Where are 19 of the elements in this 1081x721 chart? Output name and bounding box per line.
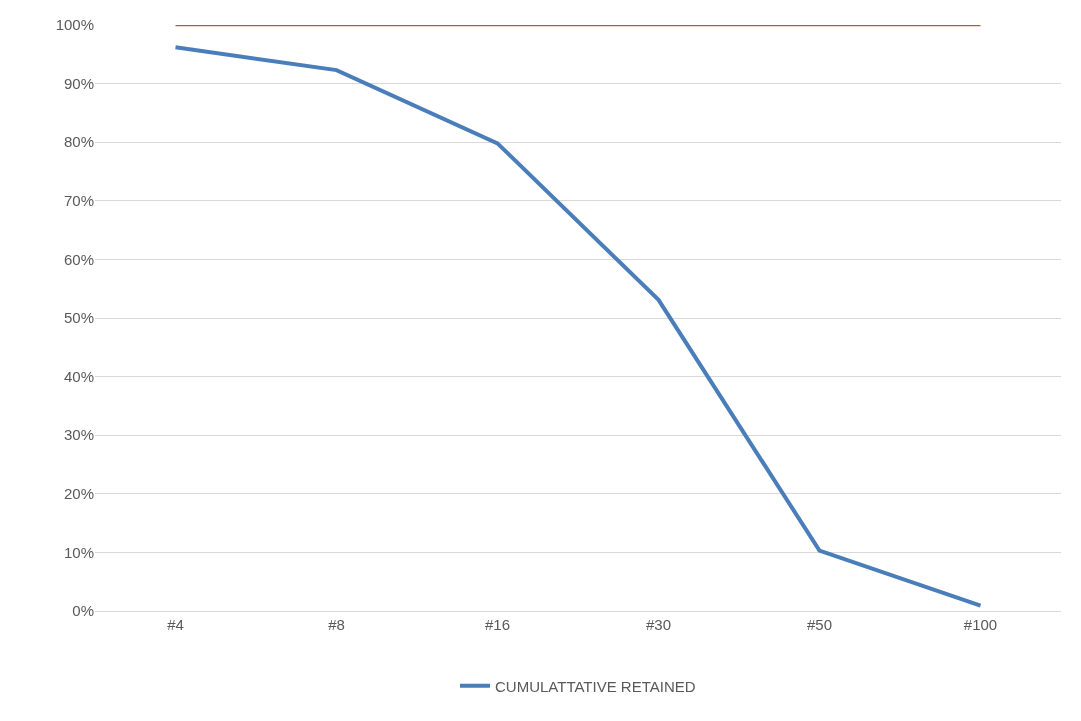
y-tick-label: 80% <box>63 133 94 151</box>
y-tick-label: 40% <box>63 367 94 385</box>
x-tick-label: #16 <box>484 616 511 633</box>
line-series <box>173 45 983 608</box>
y-tick-label: 20% <box>63 485 94 503</box>
y-tick-label: 0% <box>72 602 94 620</box>
y-tick-label: 30% <box>63 426 94 444</box>
y-tick-label: 50% <box>63 309 94 327</box>
x-tick-label: #8 <box>328 616 345 633</box>
x-tick-label: #50 <box>806 616 833 633</box>
x-tick-label: #4 <box>167 616 184 633</box>
y-tick-label: 100% <box>55 16 94 34</box>
x-tick-label: #30 <box>645 616 672 633</box>
x-tick-label: #100 <box>963 616 998 633</box>
y-tick-label: 90% <box>63 74 94 92</box>
y-tick-label: 10% <box>63 543 94 561</box>
y-tick-label: 70% <box>63 192 94 210</box>
y-tick-label: 60% <box>63 250 94 268</box>
legend-label: CUMULATTATIVE RETAINED <box>495 677 696 695</box>
